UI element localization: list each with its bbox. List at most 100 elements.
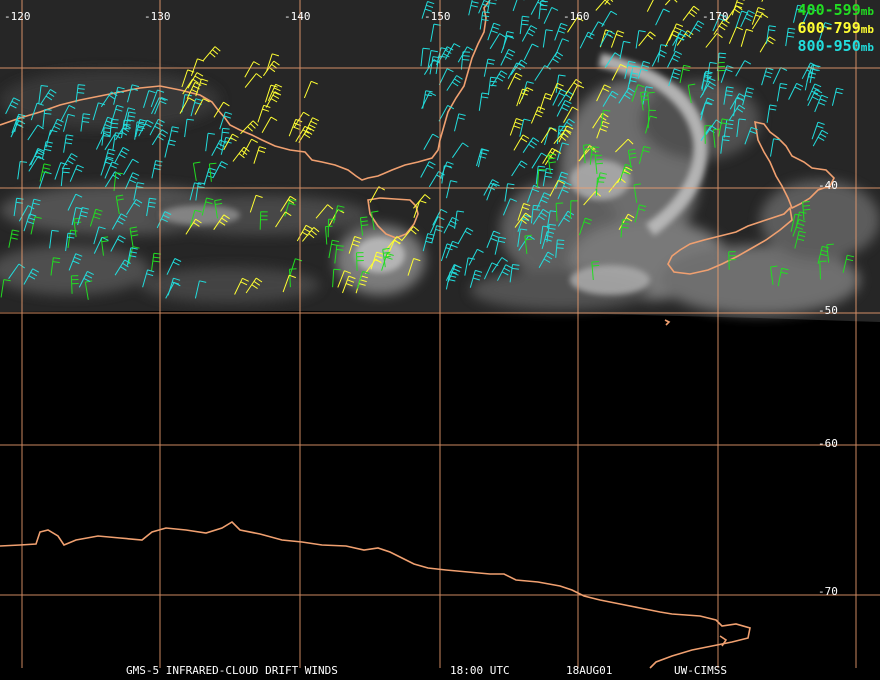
wind-barb bbox=[95, 132, 111, 150]
wind-barb bbox=[817, 245, 830, 265]
wind-barb bbox=[454, 113, 466, 132]
wind-barb bbox=[589, 146, 600, 165]
wind-barb bbox=[103, 148, 116, 167]
wind-barb bbox=[457, 227, 474, 244]
wind-barb bbox=[487, 76, 498, 96]
wind-barb bbox=[121, 119, 132, 138]
wind-barb bbox=[401, 226, 420, 241]
wind-barb bbox=[78, 270, 94, 288]
wind-barb bbox=[814, 94, 829, 113]
wind-barb bbox=[421, 1, 435, 19]
wind-barb bbox=[146, 197, 157, 217]
wind-barb bbox=[166, 258, 182, 275]
antarctica-coastline bbox=[0, 520, 751, 669]
wind-barb bbox=[61, 153, 78, 170]
wind-barb bbox=[203, 167, 216, 186]
wind-barb bbox=[127, 84, 140, 103]
wind-barb bbox=[134, 121, 145, 140]
wind-barb bbox=[77, 207, 90, 226]
wind-barb bbox=[509, 118, 524, 136]
wind-barb bbox=[759, 36, 776, 53]
wind-barb bbox=[115, 124, 132, 141]
wind-barb bbox=[701, 70, 713, 89]
wind-barb bbox=[618, 213, 635, 230]
wind-barb bbox=[296, 224, 313, 242]
wind-barb bbox=[205, 132, 215, 152]
wind-barb bbox=[651, 49, 667, 67]
wind-barb bbox=[543, 6, 559, 24]
wind-barb bbox=[223, 133, 239, 151]
wind-barb bbox=[638, 31, 656, 47]
wind-barb bbox=[240, 120, 259, 135]
wind-barb bbox=[30, 148, 45, 166]
wind-barb bbox=[517, 203, 531, 221]
wind-barb bbox=[371, 210, 379, 231]
wind-barb bbox=[713, 18, 730, 35]
wind-barb bbox=[114, 146, 130, 164]
wind-barb bbox=[766, 104, 777, 123]
wind-barb bbox=[242, 138, 258, 156]
wind-barb bbox=[595, 172, 608, 191]
wind-barb bbox=[143, 90, 156, 108]
wind-barb bbox=[699, 81, 716, 98]
wind-barb bbox=[304, 117, 320, 135]
wind-barb bbox=[444, 43, 461, 60]
wind-barb bbox=[298, 126, 315, 143]
wind-barb bbox=[479, 11, 490, 30]
wind-barb bbox=[288, 118, 303, 137]
wind-barb bbox=[831, 87, 844, 106]
wind-barb bbox=[668, 68, 682, 87]
wind-barb bbox=[359, 216, 369, 236]
wind-barb bbox=[770, 265, 778, 285]
wind-barb bbox=[135, 119, 147, 138]
wind-barb bbox=[807, 89, 823, 107]
wind-barb bbox=[151, 129, 169, 146]
wind-barb bbox=[510, 59, 528, 76]
wind-barb bbox=[602, 90, 619, 107]
wind-barb bbox=[812, 129, 829, 147]
wind-barb bbox=[592, 112, 609, 129]
latitude-label: -60 bbox=[818, 437, 838, 450]
wind-barb bbox=[517, 228, 528, 247]
wind-barb bbox=[187, 72, 204, 89]
wind-barb bbox=[514, 212, 532, 228]
wind-barb bbox=[487, 22, 501, 41]
tasmania-coastline bbox=[367, 197, 419, 239]
wind-barb bbox=[364, 258, 382, 274]
wind-barb bbox=[530, 0, 546, 15]
wind-barb bbox=[407, 258, 421, 276]
wind-barb bbox=[700, 97, 715, 115]
latitude-label: -50 bbox=[818, 304, 838, 317]
wind-barb bbox=[736, 118, 746, 137]
wind-barb bbox=[522, 137, 540, 153]
wind-barb bbox=[751, 7, 765, 25]
wind-barb bbox=[186, 81, 202, 99]
wind-barb bbox=[440, 243, 454, 262]
wind-barb bbox=[500, 48, 516, 66]
wind-barb bbox=[194, 98, 210, 115]
wind-barb bbox=[761, 67, 774, 86]
wind-barb bbox=[438, 68, 454, 86]
wind-barb bbox=[208, 162, 217, 182]
wind-barb bbox=[728, 251, 736, 270]
wind-barb bbox=[182, 78, 199, 95]
wind-barb bbox=[70, 275, 79, 294]
wind-barb bbox=[599, 30, 616, 47]
wind-barb bbox=[69, 164, 84, 182]
wind-barb bbox=[337, 270, 352, 288]
wind-barb bbox=[556, 125, 567, 145]
wind-barb bbox=[497, 264, 513, 281]
wind-barb bbox=[740, 10, 755, 28]
wind-barb bbox=[518, 235, 535, 251]
wind-barb bbox=[203, 46, 221, 61]
wind-barb bbox=[422, 90, 433, 109]
wind-barb bbox=[620, 219, 630, 238]
wind-barb bbox=[126, 247, 138, 266]
legend-entry-400-599: 400-599mb bbox=[797, 1, 874, 19]
wind-barb bbox=[794, 230, 807, 249]
wind-barb bbox=[538, 251, 555, 269]
wind-barb bbox=[60, 167, 71, 187]
wind-barb bbox=[687, 83, 696, 104]
wind-barb bbox=[634, 204, 647, 223]
